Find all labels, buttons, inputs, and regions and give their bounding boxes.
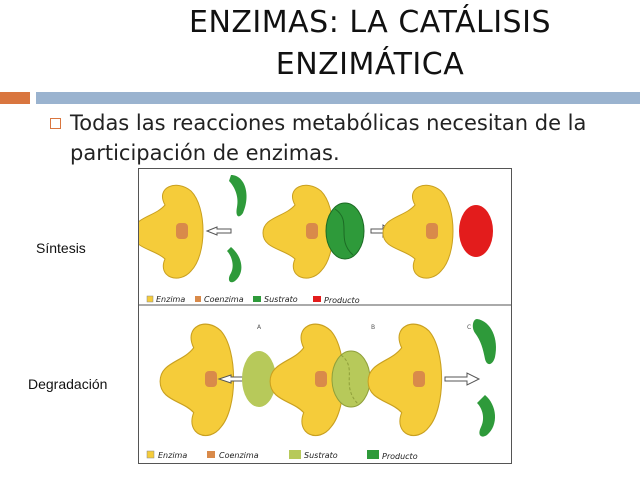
legend-product: Producto <box>324 296 360 305</box>
degradation-label: Degradación <box>28 376 108 392</box>
enzyme-shape <box>139 184 204 279</box>
coenzyme-shape <box>413 371 425 387</box>
title-line-1: ENZIMAS: LA CATÁLISIS <box>188 5 551 40</box>
substrate-bound <box>325 202 365 260</box>
coenzyme-shape <box>176 223 188 239</box>
legend-swatch <box>195 296 201 302</box>
title-line-2: ENZIMÁTICA <box>275 47 465 82</box>
coenzyme-shape <box>205 371 217 387</box>
legend-swatch <box>146 450 155 459</box>
enzyme-shape <box>382 184 454 279</box>
product-piece <box>477 395 496 437</box>
substrate-piece <box>229 175 247 217</box>
bullet-text: Todas las reacciones metabólicas necesit… <box>70 111 587 165</box>
degradation-panel: A B C Enzima Coenzima Sust <box>146 319 497 461</box>
legend-substrate: Sustrato <box>304 451 338 460</box>
legend-enzyme: Enzima <box>158 451 187 460</box>
enzyme-diagram-svg: Enzima Coenzima Sustrato Producto A B C <box>139 175 511 461</box>
enzyme-diagram: Enzima Coenzima Sustrato Producto A B C <box>138 168 512 464</box>
panel-letter-c: C <box>467 324 471 331</box>
legend-coenzyme: Coenzima <box>204 295 244 304</box>
panel-letter-a: A <box>257 324 262 331</box>
bullet-square-icon <box>50 118 61 129</box>
substrate-junction <box>340 354 360 406</box>
coenzyme-shape <box>315 371 327 387</box>
substrate-shape <box>242 351 276 407</box>
legend-enzyme: Enzima <box>156 295 185 304</box>
arrow-left-icon <box>217 374 244 384</box>
arrow-left-icon <box>205 226 232 236</box>
legend-coenzyme: Coenzima <box>219 451 259 460</box>
substrate-bound <box>331 350 371 408</box>
legend-swatch <box>207 451 215 458</box>
product-shape <box>459 205 493 257</box>
synthesis-label: Síntesis <box>36 240 86 256</box>
coenzyme-shape <box>426 223 438 239</box>
panel-letter-b: B <box>371 324 375 331</box>
legend-swatch <box>289 450 301 459</box>
legend-swatch <box>146 295 154 303</box>
legend-substrate: Sustrato <box>264 295 298 304</box>
arrow-right-icon <box>444 372 481 386</box>
enzyme-shape <box>367 323 443 437</box>
legend-swatch <box>253 296 261 302</box>
legend-product: Producto <box>382 452 418 461</box>
slide-title: ENZIMAS: LA CATÁLISIS ENZIMÁTICA <box>140 2 600 86</box>
coenzyme-shape <box>306 223 318 239</box>
synthesis-panel: Enzima Coenzima Sustrato Producto <box>139 175 493 305</box>
accent-bar-orange <box>0 92 30 104</box>
substrate-piece <box>227 247 242 283</box>
enzyme-shape <box>262 184 334 279</box>
legend-swatch <box>313 296 321 302</box>
legend-swatch <box>367 450 379 459</box>
substrate-junction <box>334 208 354 256</box>
product-piece <box>472 319 497 365</box>
accent-bar-blue <box>36 92 640 104</box>
